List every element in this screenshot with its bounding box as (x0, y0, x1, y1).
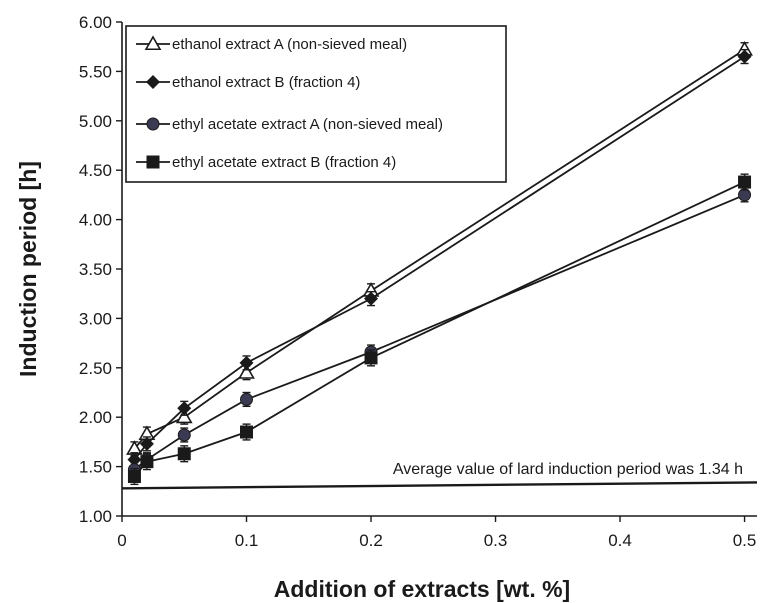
y-tick-label: 5.00 (79, 112, 112, 131)
x-tick-label: 0 (117, 531, 126, 550)
y-tick-label: 3.50 (79, 260, 112, 279)
data-point-circle (177, 428, 191, 442)
data-point-triangle (238, 364, 255, 379)
y-tick-label: 2.00 (79, 408, 112, 427)
axes: 1.00 1.50 2.00 2.50 3.00 3.50 4.00 4.50 5.00 5.50… (79, 13, 757, 550)
data-point-square (146, 155, 160, 169)
x-tick-label: 0.5 (733, 531, 757, 550)
y-tick-label: 1.00 (79, 507, 112, 526)
series-4 (127, 173, 752, 486)
legend-item: ethyl acetate extract A (non-sieved meal… (136, 116, 443, 133)
data-point-circle (240, 392, 254, 406)
legend-box (125, 25, 507, 183)
data-point-square (140, 455, 154, 469)
data-point-square (240, 425, 254, 439)
data-point-square (177, 447, 191, 461)
y-tick-label: 2.50 (79, 359, 112, 378)
reference-annotation: Average value of lard induction period w… (393, 461, 743, 478)
y-tick-label: 4.00 (79, 211, 112, 230)
series-3 (127, 187, 752, 478)
x-tick-label: 0.4 (608, 531, 632, 550)
data-point-square (364, 351, 378, 365)
y-tick-label: 6.00 (79, 13, 112, 32)
data-point-diamond (239, 355, 254, 370)
x-tick-label: 0.1 (235, 531, 259, 550)
reference-line-group (121, 481, 758, 490)
legend-item: ethyl acetate extract B (fraction 4) (136, 154, 396, 171)
legend-item: ethanol extract B (fraction 4) (136, 74, 360, 91)
data-point-square (738, 175, 752, 189)
y-tick-label: 3.00 (79, 309, 112, 328)
legend: ethanol extract A (non-sieved meal) ethan… (125, 25, 507, 183)
series-2 (127, 48, 752, 468)
legend-item: ethanol extract A (non-sieved meal) (136, 35, 407, 53)
series-line (133, 194, 745, 471)
data-point-diamond (177, 401, 192, 416)
data-point-triangle (175, 408, 193, 424)
x-tick-label: 0.2 (359, 531, 383, 550)
data-point-diamond (146, 75, 160, 89)
data-point-circle (146, 117, 160, 131)
y-tick-label: 5.50 (79, 62, 112, 81)
legend-label: ethanol extract A (non-sieved meal) (172, 36, 407, 53)
y-tick-label: 4.50 (79, 161, 112, 180)
data-point-diamond (737, 49, 752, 64)
reference-line (121, 481, 758, 490)
y-axis-title: Induction period [h] (15, 161, 41, 377)
series-line (133, 181, 745, 478)
x-tick-label: 0.3 (484, 531, 508, 550)
data-point-diamond (364, 291, 379, 306)
legend-label: ethyl acetate extract B (fraction 4) (172, 154, 396, 171)
series-group (126, 41, 753, 486)
legend-label: ethanol extract B (fraction 4) (172, 74, 360, 91)
data-point-diamond (139, 436, 154, 451)
data-point-square (127, 469, 141, 483)
y-tick-label: 1.50 (79, 458, 112, 477)
data-point-triangle (144, 35, 162, 51)
data-point-circle (738, 188, 752, 202)
legend-label: ethyl acetate extract A (non-sieved meal… (172, 116, 443, 133)
x-axis-title: Addition of extracts [wt. %] (274, 576, 570, 602)
